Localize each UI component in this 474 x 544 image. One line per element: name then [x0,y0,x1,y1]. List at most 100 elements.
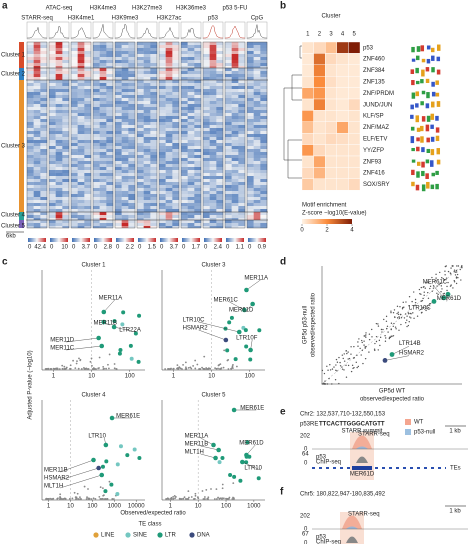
heat-cell [121,155,129,158]
heat-cell [187,66,195,68]
heat-cell [93,125,100,128]
point [64,498,67,500]
heat-cell [93,128,100,131]
track-label: H3K9me3 [112,16,139,22]
heat-cell [247,119,254,122]
heat-cell [172,92,180,95]
heat-cell [33,200,41,203]
heat-cell [55,185,63,188]
heat-cell [238,71,246,74]
heat-cell [49,83,56,86]
heat-cell [55,98,63,101]
heat-cell [225,48,232,51]
heat-cell [225,83,232,86]
heat-cell [231,63,239,66]
heat-cell [187,143,195,146]
heat-cell [216,188,224,191]
heat-cell [181,131,188,134]
heat-cell [121,191,129,194]
heat-cell [128,68,136,71]
heat-cell [62,74,70,77]
heat-cell [62,203,70,206]
heat-cell [99,89,107,92]
heat-cell [137,223,144,226]
heat-cell [99,122,107,125]
point [94,368,96,370]
heat-cell [187,176,195,179]
heat-cell [99,226,107,228]
heat-cell [253,101,261,104]
heat-cell [150,54,158,57]
point [207,496,210,499]
point [427,282,430,284]
heat-cell [55,220,63,223]
heat-cell [247,158,254,161]
point [87,497,90,500]
heat-cell [71,57,78,60]
point [331,383,333,385]
heat-cell [209,191,217,194]
y-axis-label: Adjusted P-value (−log10) [28,350,34,419]
heat-cell [93,206,100,209]
heat-cell [172,146,180,149]
heat-cell [84,68,92,71]
heat-cell [247,107,254,110]
heat-cell [27,143,34,146]
motif-label: p53 [363,45,374,51]
heat-cell [121,77,129,80]
heat-cell [165,66,173,68]
heat-cell [128,182,136,185]
heat-cell [84,134,92,137]
heat-cell [260,161,268,164]
heat-cell [62,194,70,197]
heat-cell [27,179,34,182]
heat-cell [84,161,92,164]
heat-cell [187,86,195,89]
heat-cell [253,54,261,57]
heat-cell [84,57,92,60]
point [409,316,411,318]
heat-cell [216,155,224,158]
diagonal [321,265,463,385]
heat-cell [225,206,232,209]
logo-glyph [415,184,420,191]
scale-max: 10 [61,245,68,251]
heat-cell [260,122,268,125]
heat-cell [172,212,180,215]
heat-cell [115,92,122,95]
heat-cell [137,77,144,80]
heat-cell [231,83,239,86]
point [387,331,389,333]
heat-cell [93,122,100,125]
point [386,325,389,328]
heat-cell [203,66,210,68]
heat-cell [150,101,158,104]
heat-cell [99,54,107,57]
point [111,324,117,330]
heat-cell [203,182,210,185]
heat-cell [137,226,144,228]
heat-cell [181,92,188,95]
heat-cell [216,220,224,223]
heat-cell [203,98,210,101]
heat-cell [194,66,202,68]
heat-cell [260,137,268,140]
heat-cell [253,226,261,228]
heat-cell [159,92,166,95]
heat-cell [225,158,232,161]
heat-cell [216,110,224,113]
heat-cell [194,134,202,137]
heat-cell [225,134,232,137]
heat-cell [143,220,151,223]
heat-cell [128,152,136,155]
heat-cell [238,45,246,48]
heat-cell [181,57,188,60]
heat-cell [33,134,41,137]
heat-cell [150,137,158,140]
heat-cell [225,176,232,179]
heat-cell [253,182,261,185]
heat-cell [159,68,166,71]
legend-swatch [189,532,195,538]
heat-cell [106,63,114,66]
heat-cell [181,101,188,104]
